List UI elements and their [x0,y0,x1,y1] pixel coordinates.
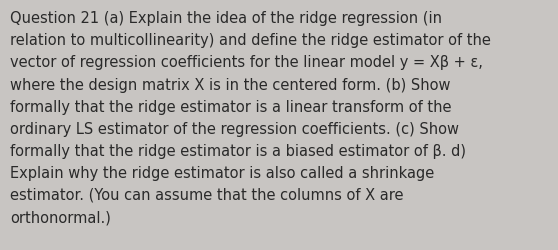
Text: relation to multicollinearity) and define the ridge estimator of the: relation to multicollinearity) and defin… [10,33,491,48]
Text: orthonormal.): orthonormal.) [10,209,111,224]
Text: formally that the ridge estimator is a linear transform of the: formally that the ridge estimator is a l… [10,99,451,114]
Text: Explain why the ridge estimator is also called a shrinkage: Explain why the ridge estimator is also … [10,165,434,180]
Text: where the design matrix X is in the centered form. (b) Show: where the design matrix X is in the cent… [10,77,450,92]
Text: formally that the ridge estimator is a biased estimator of β. d): formally that the ridge estimator is a b… [10,143,466,158]
Text: vector of regression coefficients for the linear model y = Xβ + ε,: vector of regression coefficients for th… [10,55,483,70]
Text: Question 21 (a) Explain the idea of the ridge regression (in: Question 21 (a) Explain the idea of the … [10,11,442,26]
Text: estimator. (You can assume that the columns of X are: estimator. (You can assume that the colu… [10,187,403,202]
Text: ordinary LS estimator of the regression coefficients. (c) Show: ordinary LS estimator of the regression … [10,121,459,136]
